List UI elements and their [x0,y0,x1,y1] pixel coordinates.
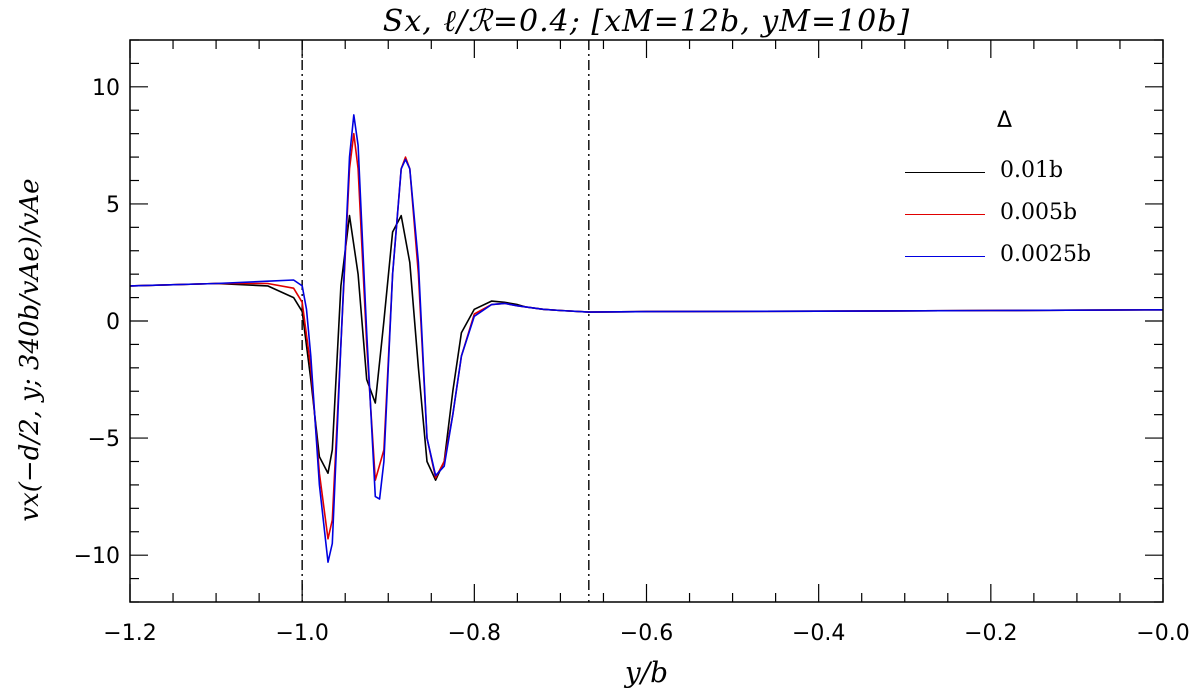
series-line-0.005b [129,132,1164,540]
legend-entry: 0.0025b [905,242,1165,272]
x-tick-label: −0.4 [792,621,845,646]
y-tick-label: −10 [74,544,120,569]
series-layer [129,114,1164,564]
x-tick-label: −0.2 [964,621,1017,646]
y-axis-label: vx(−d/2, y; 340b/vAe)/vAe [15,178,45,522]
tick-label-layer: −1.2 −1.0 −0.8 −0.6 −0.4 −0.2 −0.0 −10 −5 0 5 10 [74,76,1190,646]
x-tick-label: −0.8 [448,621,501,646]
x-axis-label: y/b [624,656,669,689]
legend-entry: 0.01b [905,158,1165,188]
plot-frame [129,39,1164,603]
y-tick-label: −5 [88,427,120,452]
chart-title: Sx, ℓ/ℛ=0.4; [xM=12b, yM=10b] [382,4,911,39]
y-tick-label: 10 [92,76,120,101]
y-tick-label: 0 [106,310,120,335]
legend-entry: 0.005b [905,200,1165,230]
x-tick-label: −0.0 [1136,621,1189,646]
reference-lines [301,40,590,602]
legend-label: 0.005b [1000,200,1078,225]
series-line-0.0025b [129,114,1164,564]
legend-label: 0.0025b [1000,242,1092,267]
legend-swatch [905,214,985,215]
tick-layer [129,39,1164,603]
y-tick-label: 5 [106,193,120,218]
x-tick-label: −0.6 [620,621,673,646]
x-tick-label: −1.0 [275,621,328,646]
legend-title: Δ [997,108,1013,133]
legend-swatch [905,172,985,173]
legend-label: 0.01b [1000,158,1064,183]
legend-swatch [905,256,985,257]
x-tick-label: −1.2 [103,621,156,646]
